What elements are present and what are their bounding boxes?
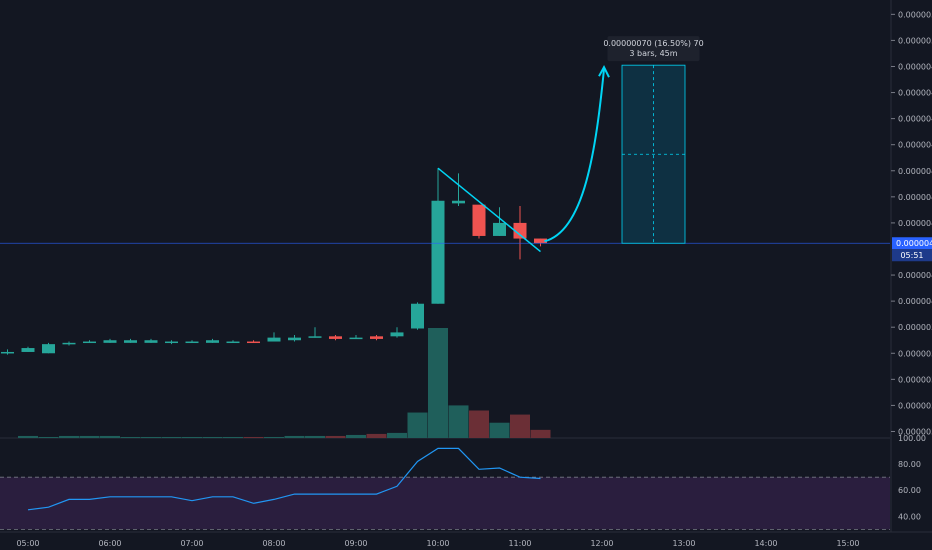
price-tick-label: 0.00000380 — [898, 349, 932, 358]
current-price-tag — [892, 237, 932, 250]
volume-bar — [346, 434, 366, 438]
candle — [21, 348, 35, 352]
price-tick-label: 0.00000470 — [898, 115, 932, 124]
candle — [185, 341, 199, 344]
price-tick-label: 0.00000350 — [898, 427, 932, 436]
volume-bar — [325, 435, 346, 438]
countdown-tag — [892, 249, 932, 262]
price-tick-label: 0.00000440 — [898, 193, 932, 202]
countdown-label: 05:51 — [900, 251, 923, 260]
volume-bar — [100, 435, 120, 438]
candle — [431, 200, 445, 304]
rsi-tick-label: 100.00 — [898, 434, 926, 443]
time-tick-label: 05:00 — [16, 539, 39, 548]
volume-bar — [38, 436, 59, 438]
price-tick-label: 0.00000410 — [898, 271, 932, 280]
candle — [62, 342, 76, 345]
candle — [411, 303, 424, 329]
volume-bar — [366, 433, 387, 438]
price-tick-label: 0.00000480 — [898, 89, 932, 98]
volume-bar — [161, 436, 182, 438]
candle — [329, 336, 342, 339]
time-tick-label: 10:00 — [426, 539, 449, 548]
rsi-tick-label: 60.00 — [898, 486, 921, 495]
candle — [349, 337, 363, 340]
candle — [226, 341, 240, 344]
current-price-label: 0.00000422 — [896, 239, 932, 248]
candle — [472, 204, 486, 236]
candle — [247, 341, 260, 344]
candle — [493, 222, 506, 236]
candle — [144, 340, 158, 343]
volume-bar — [59, 435, 79, 438]
time-tick-label: 08:00 — [262, 539, 285, 548]
price-tick-label: 0.00000490 — [898, 62, 932, 71]
volume-bar — [428, 328, 448, 438]
time-tick-label: 11:00 — [508, 539, 531, 548]
candle — [288, 337, 301, 341]
candle — [42, 344, 55, 354]
projection-label-line1: 0.00000070 (16.50%) 70 — [603, 39, 703, 48]
volume-bar — [489, 422, 510, 438]
candle — [390, 332, 404, 337]
volume-bar — [264, 436, 284, 438]
candle — [370, 336, 383, 339]
volume-bar — [243, 436, 264, 438]
time-tick-label: 15:00 — [836, 539, 859, 548]
candle — [513, 222, 527, 239]
time-tick-label: 06:00 — [98, 539, 121, 548]
volume-bar — [223, 436, 243, 438]
volume-bar — [530, 429, 551, 438]
rsi-tick-label: 40.00 — [898, 512, 921, 521]
volume-bar — [120, 436, 141, 438]
volume-bar — [510, 414, 530, 438]
trendline — [437, 167, 541, 253]
candle — [308, 336, 322, 338]
price-tick-label: 0.00000500 — [898, 36, 932, 45]
volume-bar — [141, 436, 161, 438]
time-tick-label: 14:00 — [754, 539, 777, 548]
candle — [267, 337, 281, 342]
candle — [124, 340, 137, 343]
price-tick-label: 0.00000390 — [898, 323, 932, 332]
volume-bar — [284, 435, 305, 438]
price-tick-label: 0.00000400 — [898, 297, 932, 306]
candle — [83, 341, 96, 344]
price-tick-label: 0.00000430 — [898, 219, 932, 228]
time-tick-label: 09:00 — [344, 539, 367, 548]
candle — [1, 351, 14, 354]
rsi-band — [0, 477, 890, 530]
volume-bar — [448, 405, 469, 438]
projection-arrow — [544, 69, 605, 243]
price-tick-label: 0.00000460 — [898, 141, 932, 150]
candle — [103, 340, 117, 343]
volume-bar — [202, 436, 223, 438]
time-tick-label: 07:00 — [180, 539, 203, 548]
candle — [452, 200, 465, 204]
price-tick-label: 0.00000450 — [898, 167, 932, 176]
volume-bar — [18, 435, 38, 438]
price-tick-label: 0.00000360 — [898, 401, 932, 410]
volume-bar — [387, 432, 407, 438]
candle — [165, 341, 178, 344]
volume-bar — [305, 435, 325, 438]
volume-bar — [182, 436, 202, 438]
candle — [206, 340, 219, 343]
time-tick-label: 12:00 — [590, 539, 613, 548]
volume-bar — [407, 412, 428, 438]
volume-bar — [79, 435, 100, 438]
candle — [534, 238, 547, 244]
projection-label-box — [607, 36, 700, 62]
time-tick-label: 13:00 — [672, 539, 695, 548]
price-tick-label: 0.00000510 — [898, 10, 932, 19]
rsi-line — [27, 447, 541, 511]
price-tick-label: 0.00000370 — [898, 375, 932, 384]
volume-bar — [469, 410, 489, 438]
projection-arrow-head — [598, 65, 610, 78]
rsi-tick-label: 80.00 — [898, 460, 921, 469]
projection-label-line2: 3 bars, 45m — [629, 49, 677, 58]
